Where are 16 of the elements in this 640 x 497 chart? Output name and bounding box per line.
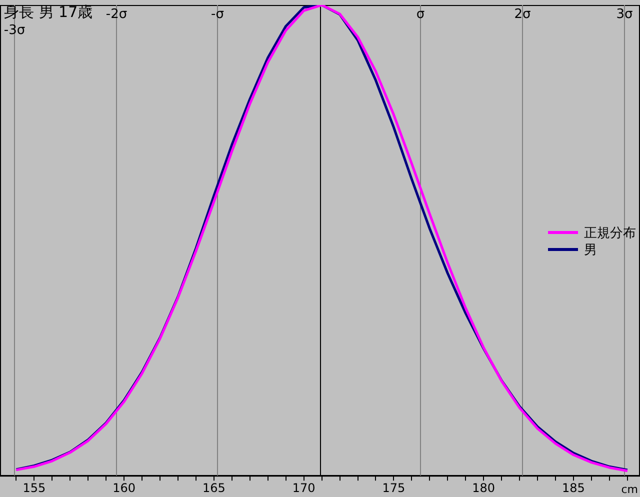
x-tick-label: 180 [472, 480, 496, 495]
legend-label: 正規分布 [584, 224, 636, 242]
x-tick-label: 160 [112, 480, 136, 495]
ref-line-label: -3σ [4, 22, 26, 38]
x-tick-label: 185 [562, 480, 585, 495]
x-tick-label: 165 [202, 480, 226, 495]
ref-line-label: -σ [211, 6, 224, 22]
ref-line-label: σ [416, 6, 425, 22]
x-axis-title: cm [621, 483, 638, 496]
x-tick-label: 155 [22, 480, 46, 495]
ref-line-label: -2σ [106, 6, 128, 22]
ref-line-label: 2σ [514, 6, 531, 22]
ref-line-label: 3σ [616, 6, 633, 22]
x-tick-label: 170 [292, 480, 316, 495]
x-tick-label: 175 [382, 480, 406, 495]
legend-label: 男 [584, 242, 597, 258]
